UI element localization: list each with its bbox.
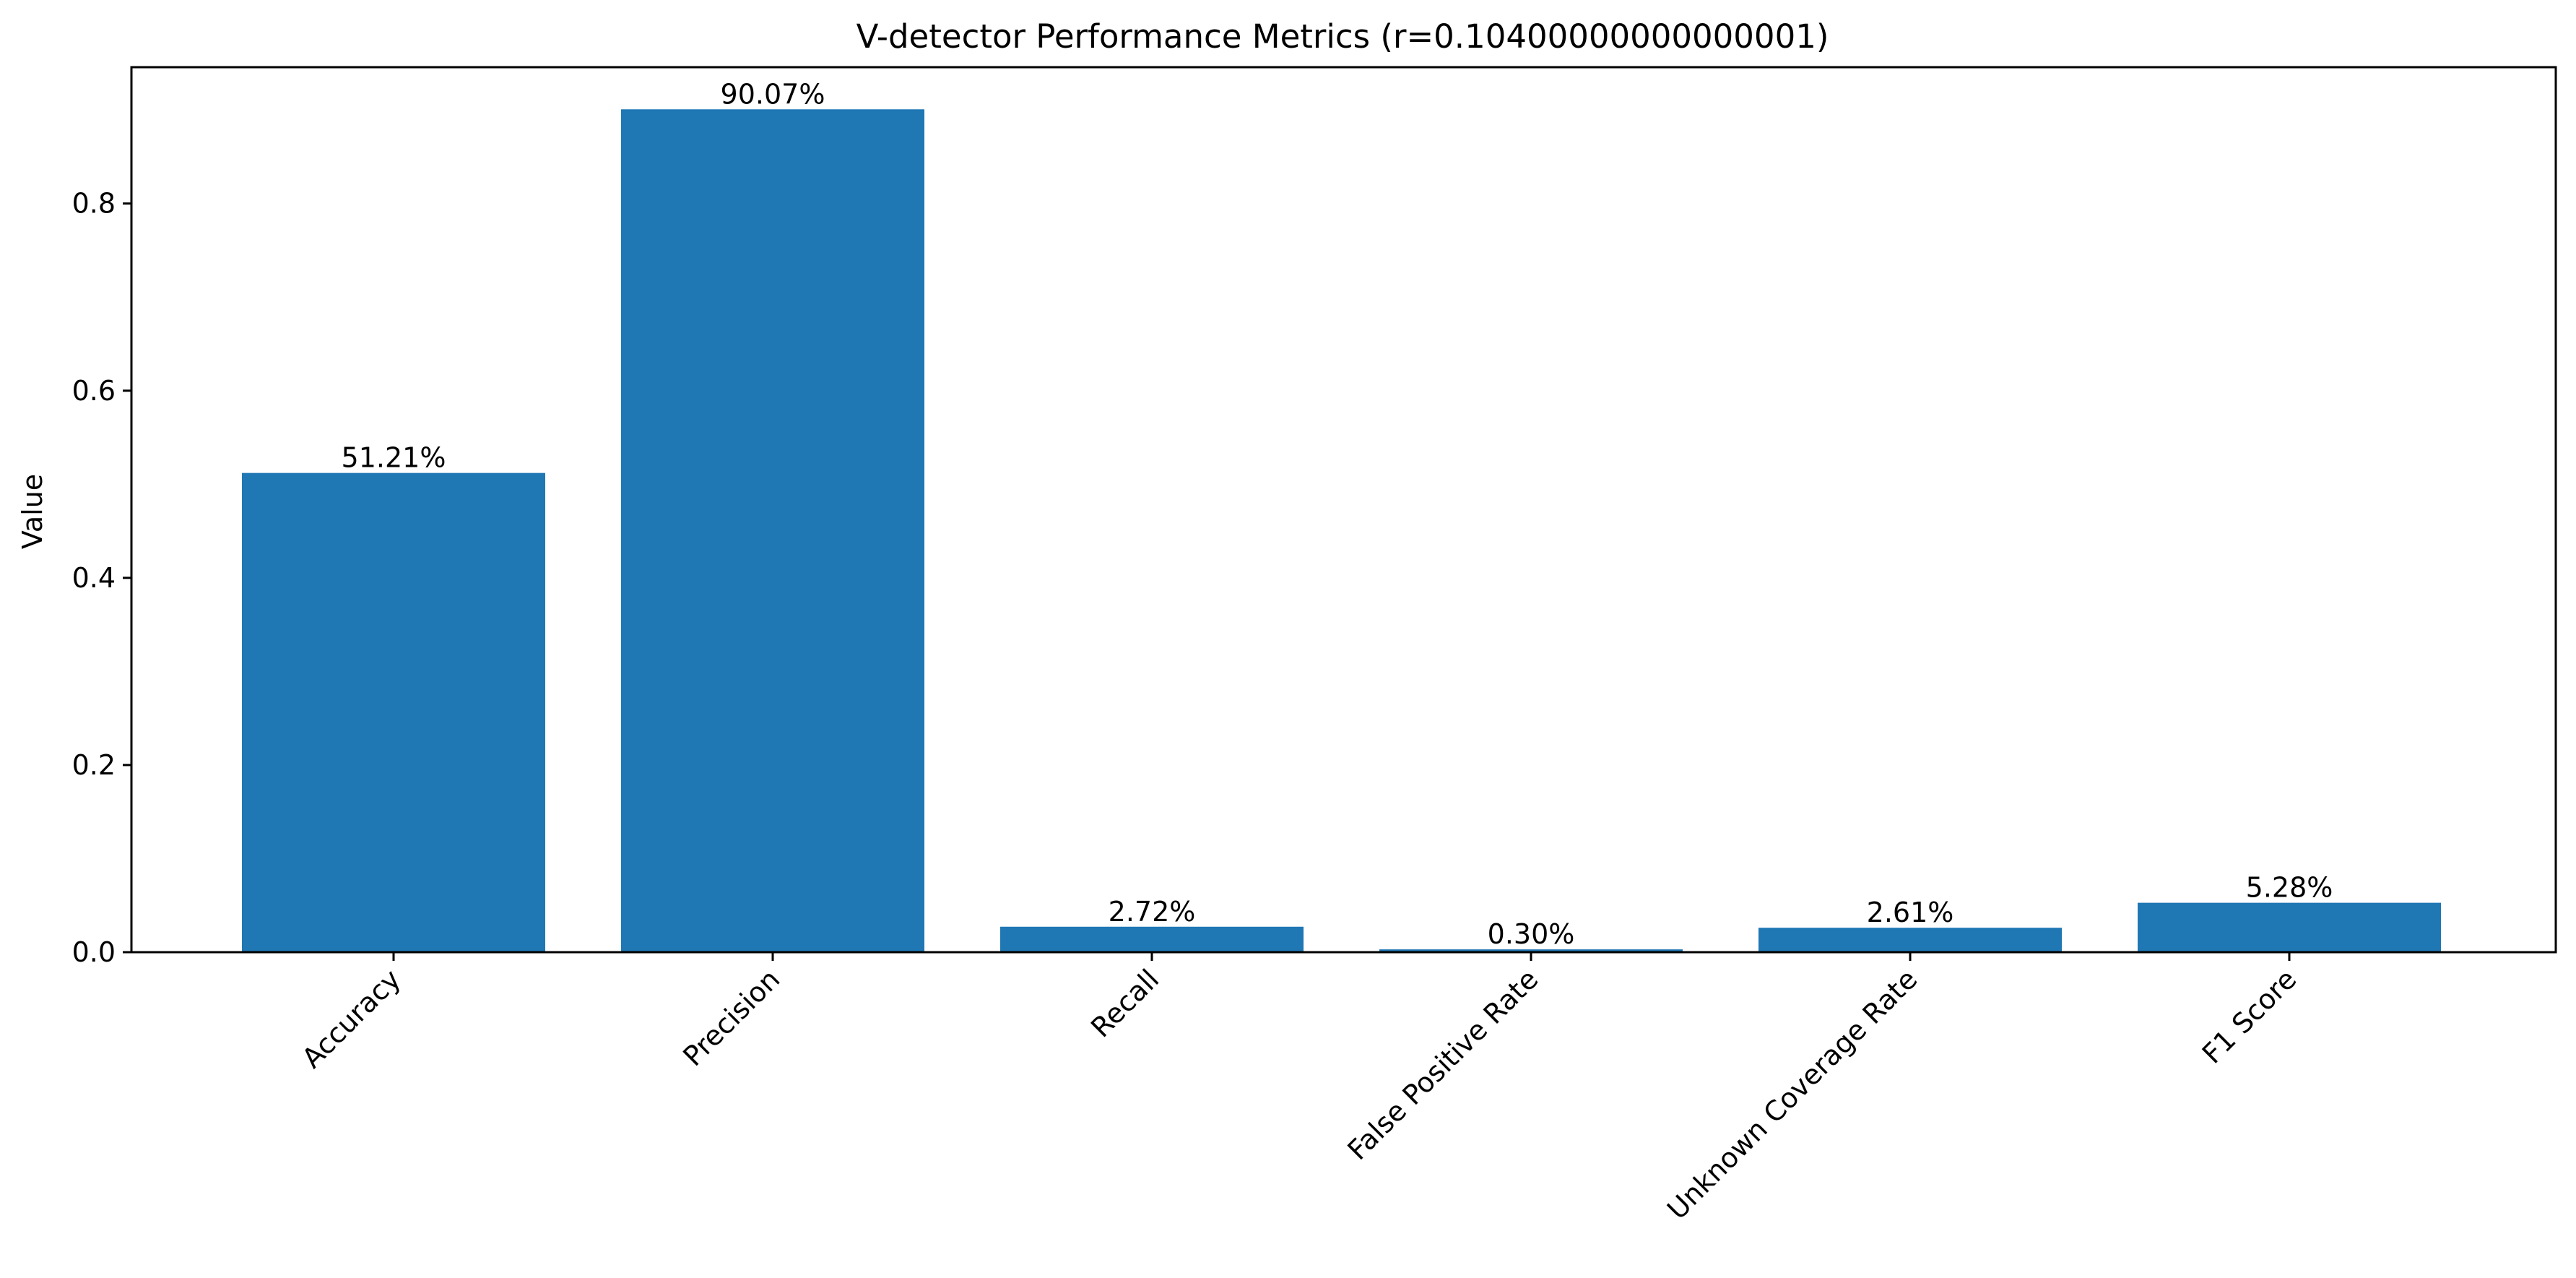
bar-false-positive-rate: [1379, 949, 1683, 952]
data-label: 2.61%: [1867, 897, 1954, 928]
data-label: 5.28%: [2246, 872, 2333, 904]
x-tick-label: False Positive Rate: [1342, 963, 1545, 1166]
data-label: 2.72%: [1109, 896, 1196, 928]
data-label: 51.21%: [342, 442, 446, 474]
y-tick-label: 0.2: [72, 749, 116, 781]
y-axis-ticks: 0.0 0.2 0.4 0.6 0.8: [72, 188, 131, 968]
bar-f1-score: [2138, 902, 2441, 952]
bar-unknown-coverage-rate: [1758, 928, 2062, 952]
y-tick-label: 0.8: [72, 188, 116, 220]
bar-accuracy: [242, 472, 545, 952]
x-tick-label: Accuracy: [296, 963, 407, 1074]
plot-area-frame: [130, 66, 2557, 954]
bars-group: [242, 109, 2441, 952]
data-label: 90.07%: [721, 78, 825, 110]
data-label: 0.30%: [1488, 918, 1575, 950]
x-tick-label: Unknown Coverage Rate: [1661, 963, 1923, 1225]
x-tick-label: F1 Score: [2196, 963, 2302, 1069]
data-labels-group: 51.21% 90.07% 2.72% 0.30% 2.61% 5.28%: [342, 78, 2333, 950]
y-tick-label: 0.4: [72, 562, 116, 594]
x-axis-ticks: Accuracy Precision Recall False Positive Ra…: [296, 952, 2302, 1226]
chart-title: V-detector Performance Metrics (r=0.1040…: [857, 17, 1829, 56]
y-tick-label: 0.0: [72, 936, 116, 968]
bar-recall: [1000, 926, 1304, 952]
bar-precision: [621, 109, 924, 952]
y-axis-label: Value: [17, 474, 48, 549]
x-tick-label: Precision: [677, 963, 786, 1072]
y-tick-label: 0.6: [72, 375, 116, 407]
x-tick-label: Recall: [1085, 963, 1165, 1043]
